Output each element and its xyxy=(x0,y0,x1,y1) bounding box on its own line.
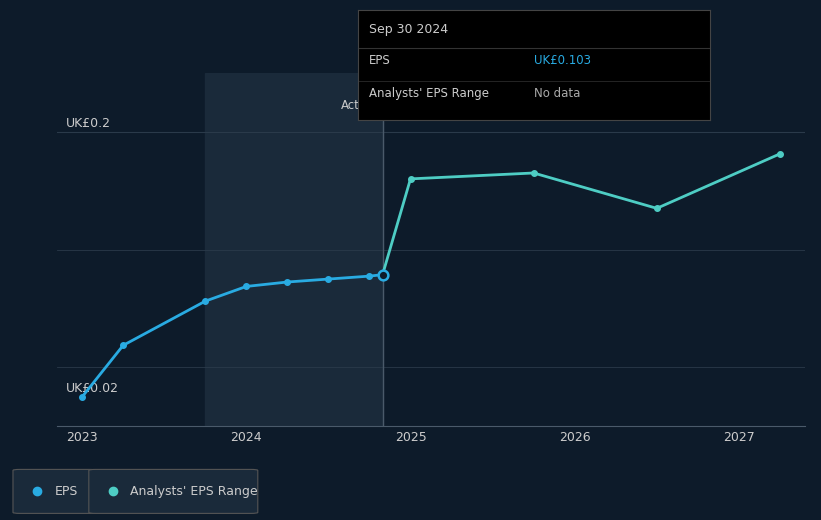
Text: EPS: EPS xyxy=(54,485,78,498)
Text: Analysts Forecasts: Analysts Forecasts xyxy=(391,99,501,112)
FancyBboxPatch shape xyxy=(89,470,258,513)
Text: Analysts' EPS Range: Analysts' EPS Range xyxy=(369,87,488,100)
Text: UK£0.2: UK£0.2 xyxy=(66,117,111,130)
Text: EPS: EPS xyxy=(369,54,390,67)
Text: Actual: Actual xyxy=(341,99,378,112)
Text: UK£0.103: UK£0.103 xyxy=(534,54,591,67)
FancyBboxPatch shape xyxy=(13,470,96,513)
Bar xyxy=(205,73,383,426)
Text: No data: No data xyxy=(534,87,580,100)
Text: Sep 30 2024: Sep 30 2024 xyxy=(369,23,447,36)
Text: UK£0.02: UK£0.02 xyxy=(66,383,119,395)
Text: Analysts' EPS Range: Analysts' EPS Range xyxy=(131,485,258,498)
